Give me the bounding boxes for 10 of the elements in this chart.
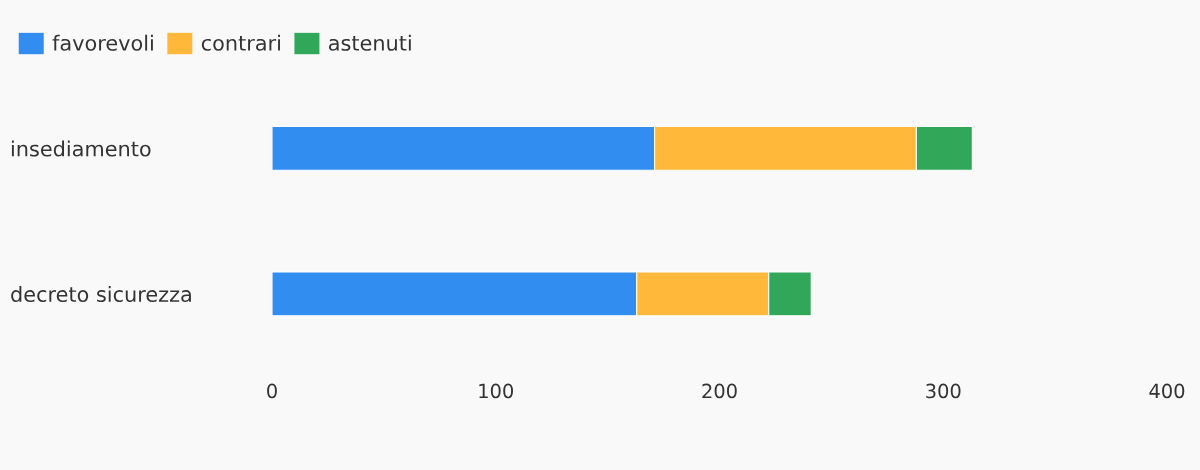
x-tick-label: 0 (267, 383, 277, 399)
x-tick-label: 300 (926, 383, 961, 399)
legend-label: contrari (201, 34, 280, 51)
x-tick-label: 100 (479, 383, 514, 399)
x-tick-label: 200 (702, 383, 737, 399)
x-tick-label: 400 (1149, 383, 1185, 399)
legend-label: favorevoli (52, 34, 153, 51)
legend-label: astenuti (329, 34, 411, 51)
y-tick-label: decreto sicurezza (11, 285, 191, 303)
y-tick-label: insediamento (11, 140, 151, 157)
